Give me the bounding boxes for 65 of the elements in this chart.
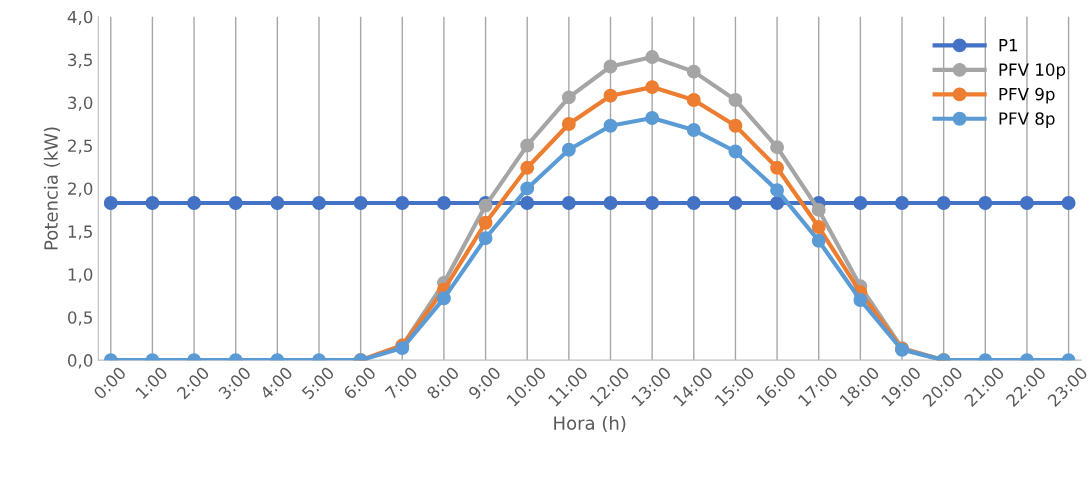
y-tick-label: 1,0 [68,268,93,283]
point [561,142,576,157]
point [770,183,785,198]
point [103,196,118,210]
point [645,80,660,95]
point [853,196,868,210]
point [895,196,909,210]
point [770,160,785,175]
point [1019,196,1034,210]
point [561,90,576,105]
legend-label: PFV 9p [999,87,1055,104]
point [312,196,326,210]
point [811,220,826,234]
point [936,196,951,210]
y-tick-label: 3,0 [68,96,93,111]
point [728,118,743,133]
point [145,196,160,210]
point [770,140,785,155]
point [770,196,785,210]
point [603,118,618,133]
y-tick-label: 2,0 [68,182,93,197]
point [645,196,660,210]
point [478,215,493,230]
point [645,50,660,64]
point [436,291,451,306]
point [728,196,743,210]
point [520,138,535,153]
point [811,202,826,217]
y-tick-label: 3,5 [68,53,92,68]
y-axis-title: Potencia (kW) [43,127,60,250]
point [603,196,618,210]
y-tick-label: 0,0 [68,354,93,369]
point [561,117,576,131]
point [603,88,618,103]
point [811,233,826,248]
y-tick-label: 2,5 [68,139,92,154]
y-tick-label: 1,5 [68,225,92,240]
y-tick-label: 0,5 [68,311,92,326]
point [1061,196,1076,210]
point [520,196,535,210]
point [228,196,243,210]
x-axis-title: Hora (h) [554,415,626,433]
point [686,123,701,137]
legend-label: PFV 10p [999,63,1066,80]
point [728,144,743,159]
legend-label: P1 [999,39,1018,52]
point [686,64,701,79]
legend-label: PFV 8p [999,112,1055,129]
point [686,196,701,210]
point [395,196,410,210]
point [520,181,535,196]
point [478,231,493,246]
point [520,160,535,175]
point [603,59,618,74]
y-tick-label: 4,0 [67,10,93,25]
point [436,196,451,210]
point [645,111,660,125]
point [728,93,743,107]
point [270,196,285,210]
point [686,93,701,107]
point [187,196,202,210]
point [561,196,576,210]
point [978,196,993,210]
point [853,293,868,307]
point [353,196,368,210]
